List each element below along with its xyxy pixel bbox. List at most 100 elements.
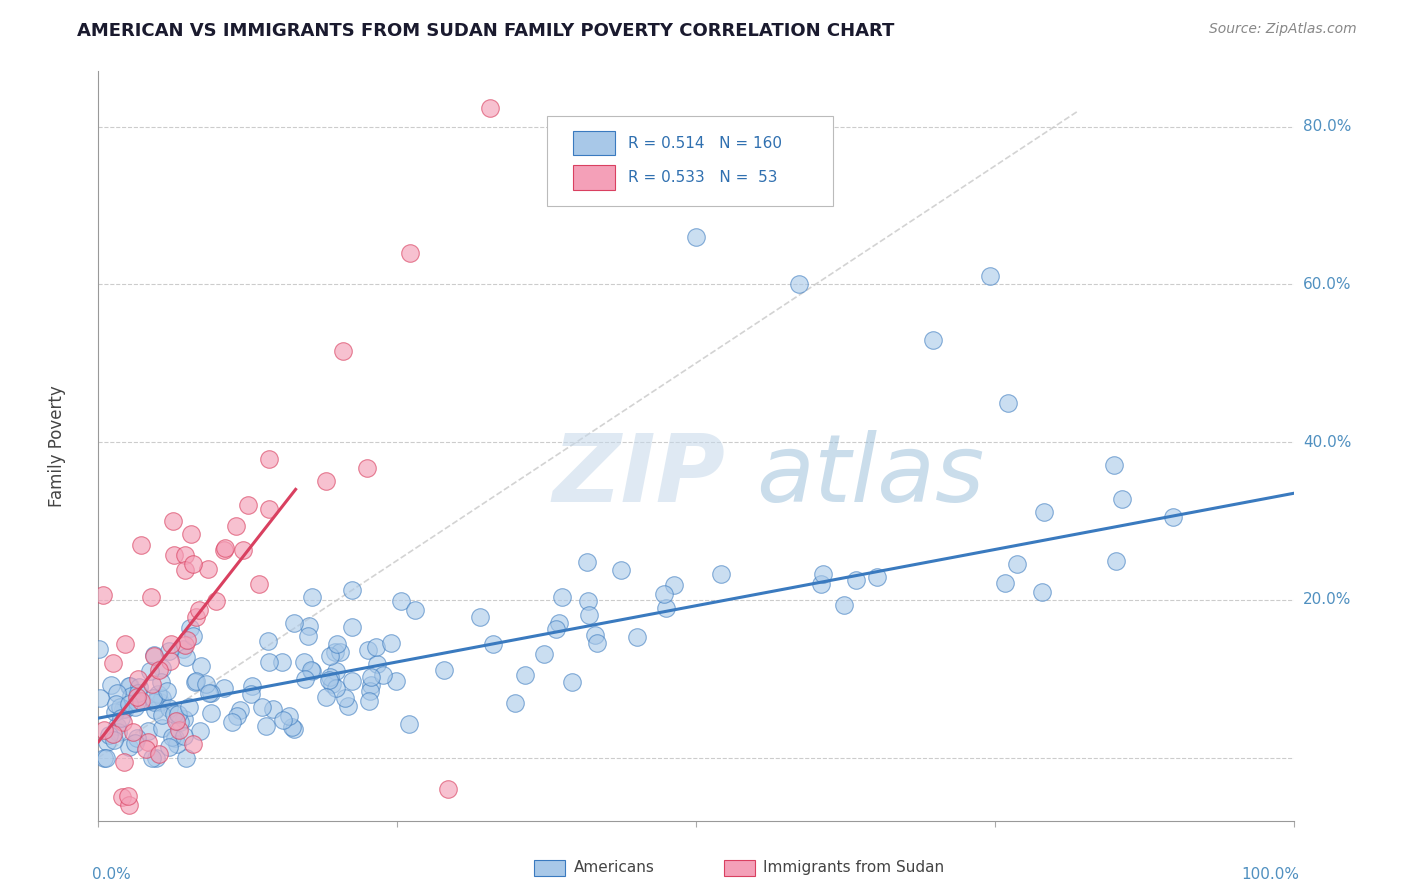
FancyBboxPatch shape bbox=[547, 116, 834, 206]
Point bbox=[283, 723, 305, 737]
Point bbox=[97, 728, 120, 742]
Point bbox=[131, 538, 153, 552]
Point bbox=[111, 789, 134, 804]
Point bbox=[533, 648, 555, 662]
Text: R = 0.533   N =  53: R = 0.533 N = 53 bbox=[628, 170, 778, 186]
Point bbox=[385, 674, 408, 689]
Point bbox=[257, 502, 280, 516]
Point bbox=[997, 395, 1019, 409]
Point bbox=[356, 460, 378, 475]
Point bbox=[810, 577, 832, 591]
Point bbox=[120, 690, 142, 704]
Point bbox=[136, 735, 159, 749]
Text: R = 0.514   N = 160: R = 0.514 N = 160 bbox=[628, 136, 782, 151]
Point bbox=[101, 656, 124, 670]
Point bbox=[297, 629, 319, 643]
Point bbox=[548, 615, 571, 630]
Point bbox=[380, 636, 402, 650]
Point bbox=[399, 246, 422, 260]
Point bbox=[329, 645, 352, 659]
Point bbox=[238, 498, 260, 512]
Point bbox=[166, 737, 188, 751]
Point bbox=[979, 269, 1001, 284]
Point bbox=[226, 708, 249, 723]
Point bbox=[160, 637, 183, 651]
Point bbox=[436, 782, 458, 797]
Point bbox=[250, 699, 273, 714]
Text: 20.0%: 20.0% bbox=[1303, 592, 1351, 607]
Point bbox=[505, 696, 527, 710]
Point bbox=[142, 690, 165, 705]
Point bbox=[259, 452, 281, 467]
Point bbox=[124, 736, 146, 750]
Point bbox=[318, 673, 340, 687]
Point bbox=[204, 594, 226, 608]
Point bbox=[319, 648, 342, 663]
Point bbox=[371, 668, 394, 682]
Point bbox=[159, 655, 181, 669]
Point bbox=[163, 706, 186, 721]
Point bbox=[271, 655, 294, 669]
Point bbox=[811, 566, 834, 581]
Point bbox=[315, 690, 337, 704]
Point bbox=[105, 685, 128, 699]
Point bbox=[685, 230, 707, 244]
Point bbox=[710, 566, 733, 581]
Point bbox=[626, 630, 648, 644]
Point bbox=[160, 730, 183, 744]
Point bbox=[335, 690, 357, 705]
Point bbox=[789, 277, 811, 292]
Point bbox=[1031, 585, 1053, 599]
Point bbox=[1111, 491, 1133, 506]
Point bbox=[481, 638, 503, 652]
Point bbox=[121, 725, 143, 739]
Point bbox=[112, 755, 135, 769]
Point bbox=[654, 600, 676, 615]
Point bbox=[114, 637, 136, 651]
Point bbox=[832, 598, 855, 612]
Point bbox=[301, 590, 323, 604]
Point bbox=[662, 578, 685, 592]
Point bbox=[360, 670, 382, 684]
Point bbox=[173, 563, 195, 577]
Point bbox=[221, 715, 243, 730]
Point bbox=[183, 629, 205, 643]
Point bbox=[546, 622, 568, 636]
Point bbox=[114, 702, 136, 716]
Point bbox=[118, 797, 141, 812]
Point bbox=[87, 642, 110, 657]
Point bbox=[173, 712, 195, 726]
Point bbox=[179, 527, 201, 541]
Point bbox=[165, 731, 187, 745]
Point bbox=[91, 588, 114, 602]
Point bbox=[578, 608, 600, 623]
Point bbox=[179, 621, 201, 635]
Point bbox=[325, 665, 347, 679]
Point bbox=[297, 619, 319, 633]
Point bbox=[174, 548, 197, 562]
Point bbox=[136, 724, 159, 739]
Point bbox=[174, 638, 197, 652]
Text: 0.0%: 0.0% bbox=[93, 867, 131, 882]
Point bbox=[1033, 505, 1056, 519]
Text: Americans: Americans bbox=[574, 861, 655, 875]
Point bbox=[141, 590, 163, 604]
Point bbox=[198, 685, 221, 699]
Point bbox=[110, 711, 132, 725]
Point bbox=[188, 723, 211, 738]
Point bbox=[364, 640, 387, 655]
Point bbox=[299, 664, 322, 678]
Point bbox=[257, 655, 280, 669]
Point bbox=[107, 725, 129, 739]
Text: atlas: atlas bbox=[756, 431, 984, 522]
Point bbox=[112, 714, 135, 729]
Point bbox=[1102, 458, 1125, 472]
Point bbox=[169, 715, 191, 730]
Point bbox=[142, 648, 165, 663]
Text: 40.0%: 40.0% bbox=[1303, 434, 1351, 450]
Point bbox=[922, 333, 945, 347]
Point bbox=[143, 648, 166, 662]
Point bbox=[127, 695, 149, 709]
Point bbox=[262, 702, 284, 716]
Point bbox=[845, 573, 868, 587]
